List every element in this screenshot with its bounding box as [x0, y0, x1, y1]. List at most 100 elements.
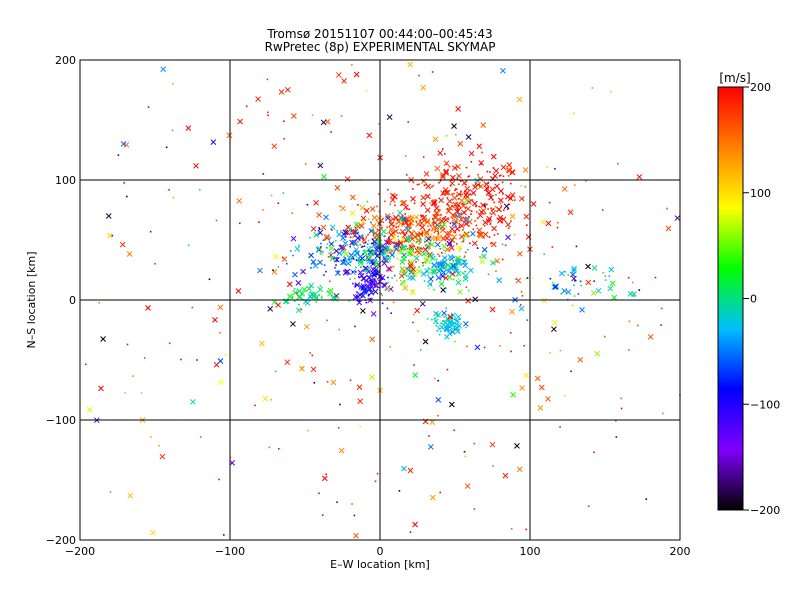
scatter-point	[421, 217, 428, 224]
scatter-point	[340, 115, 343, 117]
scatter-point	[392, 301, 395, 304]
scatter-point	[513, 233, 516, 236]
scatter-point	[318, 294, 321, 296]
scatter-point	[451, 123, 457, 129]
scatter-point	[506, 208, 509, 211]
scatter-point	[275, 302, 282, 308]
scatter-point	[403, 219, 409, 226]
scatter-point	[574, 280, 576, 282]
scatter-point	[424, 219, 431, 225]
scatter-point	[168, 342, 171, 344]
scatter-point	[111, 234, 114, 237]
scatter-point	[383, 235, 386, 238]
scatter-point	[485, 218, 492, 225]
chart-subtitle: RwPretec (8p) EXPERIMENTAL SKYMAP	[265, 40, 496, 54]
scatter-point	[660, 307, 663, 310]
scatter-point	[330, 251, 332, 254]
scatter-point	[461, 193, 464, 196]
scatter-point	[306, 285, 312, 292]
scatter-point	[367, 250, 374, 257]
scatter-point	[349, 210, 356, 216]
scatter-point	[334, 266, 336, 269]
scatter-point	[433, 205, 440, 212]
scatter-point	[422, 261, 424, 264]
scatter-point	[483, 185, 490, 192]
scatter-point	[199, 436, 202, 438]
scatter-point	[367, 249, 374, 255]
scatter-point	[430, 225, 437, 232]
scatter-point	[483, 224, 486, 227]
scatter-point	[387, 281, 390, 284]
scatter-point	[353, 532, 359, 539]
scatter-point	[308, 252, 314, 259]
scatter-point	[408, 226, 411, 229]
scatter-point	[429, 202, 432, 204]
scatter-point	[150, 529, 156, 536]
scatter-point	[378, 229, 380, 232]
scatter-point	[462, 239, 465, 242]
scatter-point	[510, 391, 516, 398]
scatter-point	[390, 312, 393, 314]
scatter-point	[469, 242, 471, 245]
scatter-point	[352, 294, 359, 300]
scatter-point	[415, 221, 421, 228]
scatter-point	[501, 258, 504, 261]
scatter-point	[336, 501, 338, 504]
scatter-point	[440, 269, 447, 276]
scatter-point	[355, 295, 358, 298]
scatter-point	[444, 252, 446, 255]
scatter-point	[493, 234, 496, 236]
scatter-point	[420, 201, 426, 207]
scatter-point	[446, 320, 453, 326]
scatter-point	[398, 490, 401, 492]
scatter-point	[338, 205, 341, 208]
scatter-point	[338, 244, 345, 251]
scatter-point	[321, 514, 324, 516]
scatter-point	[478, 184, 481, 186]
scatter-point	[355, 259, 358, 261]
scatter-point	[420, 215, 423, 218]
scatter-point	[292, 271, 298, 278]
scatter-point	[516, 96, 523, 103]
scatter-point	[307, 429, 309, 432]
scatter-point	[451, 205, 453, 207]
plot-frame	[79, 59, 681, 541]
scatter-point	[343, 256, 345, 258]
scatter-point	[466, 345, 468, 348]
scatter-point	[326, 243, 329, 245]
scatter-point	[445, 307, 447, 310]
scatter-point	[381, 278, 384, 280]
scatter-point	[271, 143, 278, 150]
scatter-point	[160, 66, 167, 73]
scatter-point	[454, 325, 460, 332]
scatter-point	[502, 193, 504, 195]
scatter-point	[455, 279, 462, 286]
scatter-point	[445, 208, 452, 214]
scatter-point	[307, 293, 314, 300]
scatter-point	[572, 112, 575, 115]
scatter-point	[364, 280, 366, 283]
scatter-point	[564, 394, 566, 397]
scatter-point	[431, 222, 434, 224]
scatter-point	[637, 324, 639, 327]
scatter-point	[369, 297, 372, 300]
scatter-point	[475, 181, 481, 188]
scatter-point	[286, 262, 288, 265]
scatter-point	[446, 368, 449, 371]
scatter-point	[442, 261, 444, 263]
scatter-point	[410, 237, 413, 239]
scatter-point	[585, 263, 591, 270]
scatter-point	[551, 281, 554, 284]
scatter-point	[355, 250, 358, 252]
scatter-point	[224, 353, 227, 356]
scatter-point	[446, 197, 449, 199]
scatter-point	[427, 253, 430, 255]
scatter-point	[293, 300, 296, 303]
scatter-point	[456, 211, 463, 218]
scatter-point	[354, 282, 361, 288]
scatter-point	[366, 200, 369, 203]
scatter-point	[456, 328, 458, 330]
scatter-point	[490, 207, 492, 210]
scatter-point	[291, 295, 294, 298]
scatter-point	[434, 241, 441, 248]
